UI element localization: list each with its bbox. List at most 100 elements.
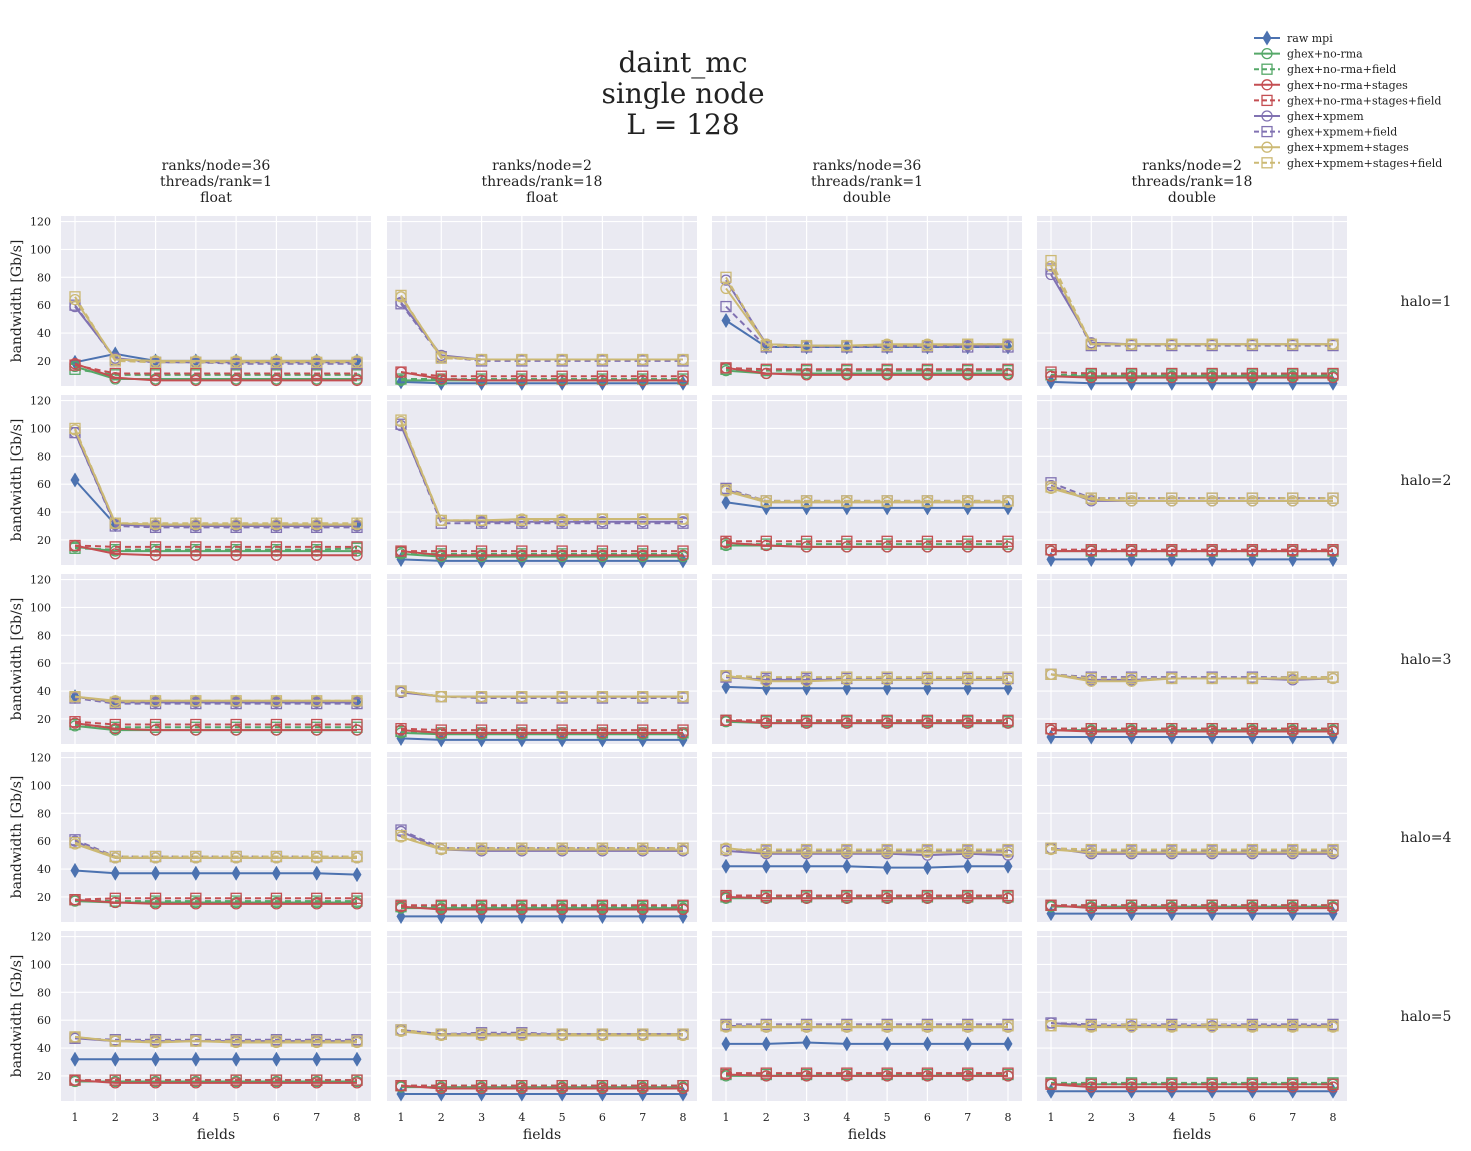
series-ghex-no-rma-stages-field: [395, 545, 689, 557]
legend-marker: [1261, 110, 1273, 122]
data-point: [556, 353, 568, 366]
data-point: [596, 513, 609, 525]
series-line: [400, 834, 683, 850]
data-point: [841, 363, 853, 375]
data-point: [881, 363, 893, 375]
data-point: [1287, 843, 1299, 856]
column-header-line: float: [526, 190, 558, 206]
data-point: [556, 899, 568, 911]
legend-marker: [1261, 79, 1273, 91]
panel-halo1-col1: [61, 216, 371, 387]
y-tick-label: 20: [37, 355, 51, 368]
data-point: [800, 843, 813, 856]
data-point: [1002, 671, 1014, 683]
series-ghex-no-rma-stages-field: [395, 1080, 689, 1092]
data-point: [881, 889, 893, 902]
data-point: [842, 1036, 852, 1052]
series-ghex-no-rma-stages-field: [1045, 723, 1339, 735]
x-tick-label: 1: [398, 1111, 405, 1124]
series-line: [74, 364, 357, 375]
data-point: [271, 865, 281, 881]
data-point: [881, 714, 893, 726]
panel-halo2-col1: [61, 395, 371, 565]
series-line: [400, 690, 683, 698]
data-point: [270, 718, 283, 731]
y-tick-label: 40: [37, 327, 51, 340]
data-point: [69, 539, 81, 552]
data-point: [311, 718, 323, 731]
data-point: [109, 892, 121, 904]
series-line: [725, 490, 1008, 504]
title-line-3: L = 128: [626, 108, 739, 141]
data-point: [1002, 889, 1014, 902]
panel-background: [1037, 574, 1347, 744]
data-point: [1166, 492, 1178, 504]
data-point: [1002, 338, 1014, 350]
data-point: [311, 541, 323, 553]
series-line: [725, 366, 1008, 371]
data-point: [962, 843, 974, 856]
data-point: [149, 541, 162, 553]
column-header-line: ranks/node=36: [813, 158, 922, 174]
data-point: [962, 889, 974, 902]
y-tick-label: 40: [37, 506, 51, 519]
series-line: [725, 366, 1008, 376]
data-point: [435, 352, 447, 364]
series-line: [74, 544, 357, 557]
data-point: [516, 545, 528, 557]
panel-halo4-col2: [387, 752, 697, 924]
data-point: [922, 860, 932, 876]
data-point: [720, 714, 732, 726]
x-tick-label: 7: [1289, 1111, 1296, 1124]
title-line-1: daint_mc: [618, 46, 747, 79]
series-line: [74, 722, 357, 732]
y-tick-label: 60: [37, 1014, 51, 1027]
data-point: [1246, 338, 1259, 350]
panel-background: [1037, 395, 1347, 565]
series-ghex-xpmem-stages-field: [69, 690, 363, 708]
data-point: [1002, 535, 1014, 547]
series-line: [725, 501, 1008, 509]
legend-entry: ghex+xpmem+stages: [1254, 141, 1409, 154]
series-line: [725, 305, 1008, 348]
column-header-line: ranks/node=2: [1142, 158, 1242, 174]
series-line: [1050, 847, 1333, 851]
x-tick-label: 5: [1209, 1111, 1216, 1124]
data-point: [637, 899, 649, 911]
data-point: [637, 370, 649, 382]
data-point: [800, 495, 813, 507]
panel-halo4-col3: [712, 752, 1022, 922]
x-tick-label: 5: [559, 1111, 566, 1124]
data-point: [1206, 367, 1218, 380]
y-tick-label: 60: [37, 657, 51, 670]
data-point: [1002, 1067, 1014, 1079]
data-point: [435, 545, 447, 557]
series-line: [74, 869, 358, 876]
data-point: [800, 1020, 813, 1032]
series-line: [400, 737, 683, 741]
data-point: [720, 300, 732, 313]
legend-entry: ghex+xpmem+stages+field: [1254, 157, 1442, 170]
series-ghex-no-rma-stages-field: [1045, 366, 1339, 380]
legend-marker: [1262, 30, 1272, 46]
data-point: [70, 1051, 80, 1067]
data-point: [841, 671, 853, 683]
y-tick-label: 120: [30, 395, 51, 408]
data-point: [721, 679, 731, 695]
data-point: [1085, 672, 1097, 685]
data-point: [677, 353, 689, 366]
data-point: [110, 1051, 120, 1067]
legend-marker: [1261, 94, 1273, 107]
x-axis-label: fields: [523, 1127, 561, 1143]
series-raw-mpi: [721, 858, 1013, 876]
series-line: [725, 895, 1008, 900]
panel-background: [387, 395, 697, 565]
data-point: [395, 545, 407, 557]
panel-halo2-col4: [1037, 395, 1347, 567]
data-point: [921, 1020, 934, 1032]
panel-halo2-col3: [712, 395, 1022, 565]
data-point: [1003, 858, 1013, 874]
data-point: [190, 718, 202, 731]
series-ghex-xpmem-stages-field: [720, 670, 1014, 683]
data-point: [720, 535, 732, 547]
